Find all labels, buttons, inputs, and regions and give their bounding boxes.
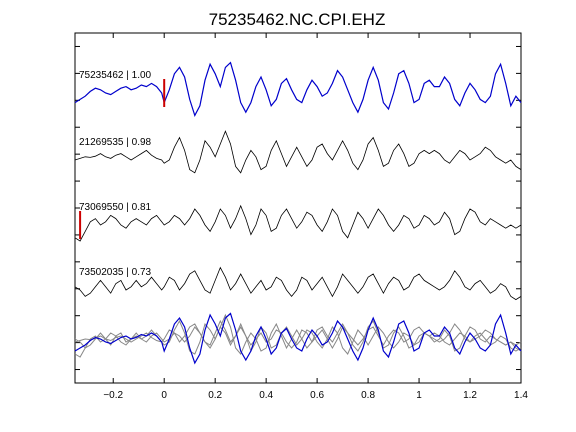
overlay-trace-reference — [74, 312, 522, 365]
trace-line — [74, 204, 522, 242]
x-axis: −0.2 0 0.2 0.4 0.6 0.8 1 1.2 1.4 — [103, 33, 528, 401]
x-tick-label: 0.4 — [259, 390, 273, 401]
trace-label: 21269535 | 0.98 — [79, 137, 152, 148]
trace-line — [74, 130, 522, 174]
trace-lines — [74, 61, 522, 365]
overlay-trace — [74, 319, 522, 352]
x-tick-label: 1.4 — [514, 390, 528, 401]
x-tick-label: −0.2 — [103, 390, 123, 401]
overlay-trace — [74, 322, 522, 358]
trace-labels: 75235462 | 1.00 21269535 | 0.98 73069550 |… — [79, 70, 152, 278]
overlay-trace — [74, 313, 522, 355]
x-tick-label: 0.2 — [208, 390, 222, 401]
x-tick-label: 0 — [161, 390, 167, 401]
trace-label: 73069550 | 0.81 — [79, 202, 152, 213]
x-tick-label: 1 — [416, 390, 422, 401]
trace-line — [74, 266, 522, 301]
trace-label: 75235462 | 1.00 — [79, 70, 152, 81]
x-tick-label: 0.8 — [361, 390, 375, 401]
pick-markers — [79, 79, 166, 239]
x-tick-label: 1.2 — [463, 390, 477, 401]
x-tick-label: 0.6 — [310, 390, 324, 401]
plot-title: 75235462.NC.CPI.EHZ — [209, 10, 386, 29]
trace-label: 73502035 | 0.73 — [79, 267, 152, 278]
trace-line — [74, 61, 522, 117]
